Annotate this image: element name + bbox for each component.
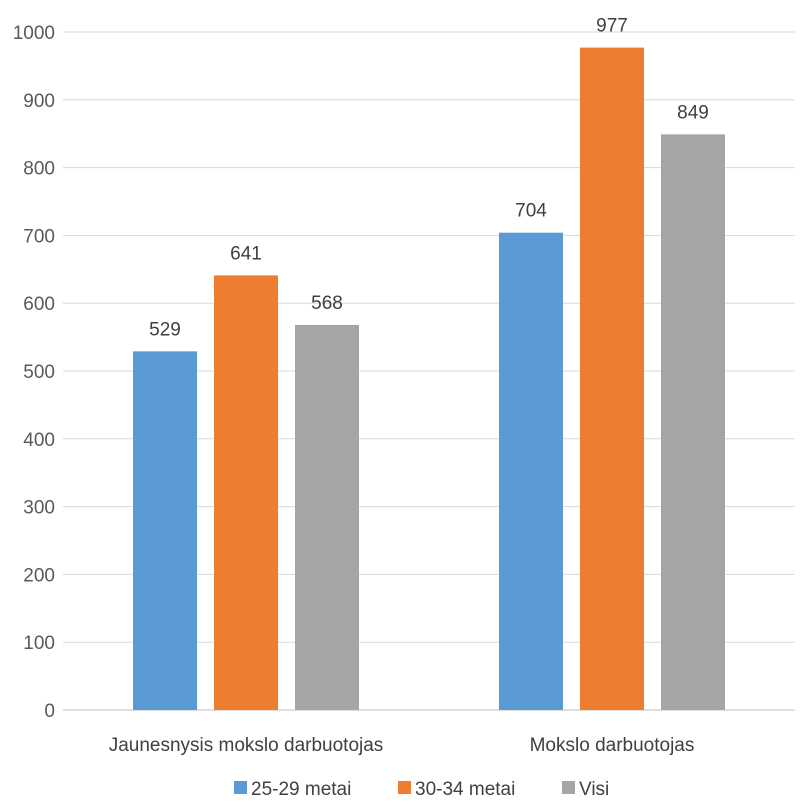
legend-swatch	[234, 781, 247, 794]
y-tick-label: 400	[23, 430, 55, 451]
y-tick-label: 0	[44, 701, 55, 722]
y-tick-label: 600	[23, 294, 55, 315]
y-tick-label: 900	[23, 91, 55, 112]
data-label: 977	[596, 16, 628, 37]
y-tick-label: 1000	[13, 23, 55, 44]
legend-swatch	[398, 781, 411, 794]
data-label: 641	[230, 243, 262, 264]
legend-label: 25-29 metai	[251, 779, 351, 800]
y-tick-label: 300	[23, 498, 55, 519]
legend-label: Visi	[579, 779, 609, 800]
data-label: 849	[677, 102, 709, 123]
bar	[133, 351, 197, 710]
y-tick-label: 800	[23, 159, 55, 180]
category-label: Jaunesnysis mokslo darbuotojas	[109, 735, 384, 756]
legend-swatch	[562, 781, 575, 794]
bar	[214, 275, 278, 710]
bars	[133, 48, 725, 710]
legend-label: 30-34 metai	[415, 779, 515, 800]
data-label: 568	[311, 293, 343, 314]
y-axis-ticks: 0 100 200 300 400 500 600 700 800 900 1000	[13, 23, 55, 722]
bar	[661, 134, 725, 710]
y-tick-label: 100	[23, 633, 55, 654]
y-tick-label: 500	[23, 362, 55, 383]
y-tick-label: 700	[23, 226, 55, 247]
data-label: 529	[149, 319, 181, 340]
data-label: 704	[515, 201, 547, 222]
x-axis-categories: Jaunesnysis mokslo darbuotojas Mokslo dar…	[109, 735, 695, 756]
y-tick-label: 200	[23, 565, 55, 586]
category-label: Mokslo darbuotojas	[530, 735, 695, 756]
legend: 25-29 metai 30-34 metai Visi	[234, 779, 609, 800]
bar	[295, 325, 359, 710]
bar	[580, 48, 644, 710]
bar	[499, 233, 563, 710]
